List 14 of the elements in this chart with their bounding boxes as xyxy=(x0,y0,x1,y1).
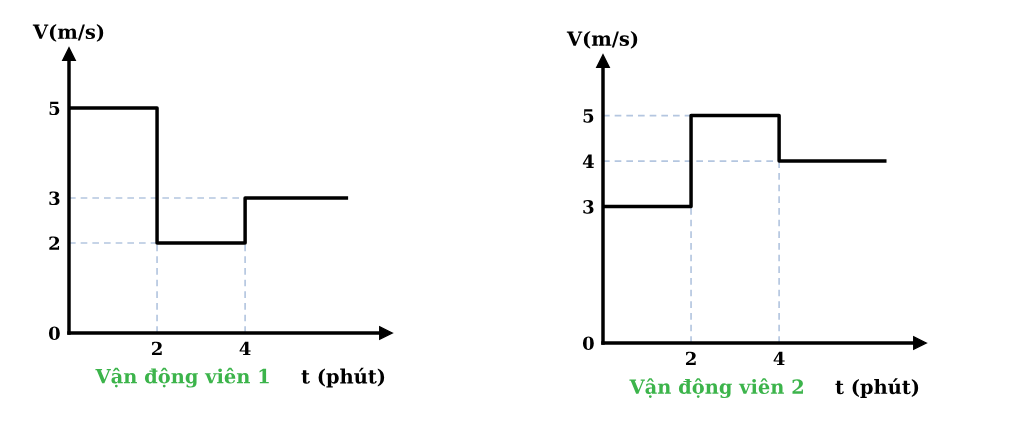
y-tick-label: 2 xyxy=(49,236,60,250)
y-tick-label: 4 xyxy=(582,154,594,168)
y-tick-label: 3 xyxy=(583,200,594,214)
y-tick-label: 5 xyxy=(583,109,594,123)
text: Vận động viên 2 xyxy=(629,378,803,399)
y-tick-label: 0 xyxy=(582,336,594,351)
y-tick-label: 3 xyxy=(49,191,60,206)
y-axis-title: V(m/s) xyxy=(32,24,104,42)
y-tick-label: 5 xyxy=(49,101,60,116)
y-tick-label: 0 xyxy=(48,326,60,341)
x-axis-title: t (phút) xyxy=(835,378,919,398)
text: Vận động viên 1 xyxy=(95,367,269,388)
y-axis-title: V(m/s) xyxy=(566,30,638,49)
x-axis-title: t (phút) xyxy=(301,367,385,388)
